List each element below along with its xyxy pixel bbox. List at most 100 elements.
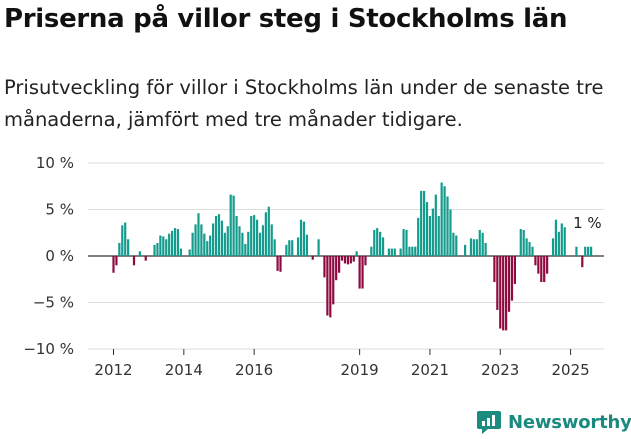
bar (373, 229, 376, 256)
bar (232, 195, 235, 256)
bar (317, 239, 320, 256)
bar (554, 219, 558, 256)
bar (387, 248, 391, 256)
bar (229, 194, 232, 256)
bar (478, 229, 481, 256)
bar (528, 242, 531, 256)
x-tick-label: 2021 (411, 361, 449, 379)
bar (537, 256, 540, 274)
bar (411, 246, 414, 256)
bar (519, 229, 522, 256)
bar (241, 232, 244, 256)
bar (214, 216, 218, 256)
bar (270, 224, 273, 256)
bar (499, 256, 502, 329)
y-tick-label: −10 % (23, 340, 74, 358)
bar (422, 190, 426, 256)
bar (217, 214, 221, 256)
x-tick-label: 2023 (481, 361, 519, 379)
bar (171, 230, 174, 256)
bar (402, 229, 405, 256)
bar (200, 224, 203, 256)
bar (258, 232, 262, 256)
x-tick-label: 2019 (341, 361, 379, 379)
bar (446, 196, 449, 256)
bar (223, 232, 226, 256)
x-axis: 2012 2014 2016 2019 2021 2023 2025 (94, 349, 590, 379)
bar (425, 202, 429, 256)
bar (531, 246, 534, 256)
bar (132, 256, 136, 266)
bar (203, 233, 206, 256)
x-tick-label: 2016 (235, 361, 273, 379)
bar (235, 216, 238, 256)
bar (261, 225, 265, 256)
bar (589, 246, 593, 256)
bar (505, 256, 508, 331)
bar (472, 239, 475, 256)
y-axis: 10 % 5 % 0 % −5 % −10 % (23, 154, 74, 358)
bar (279, 256, 282, 272)
x-tick-label: 2025 (551, 361, 589, 379)
bar (513, 256, 517, 284)
bar (247, 231, 250, 256)
bar (437, 216, 440, 256)
y-tick-label: 10 % (36, 154, 74, 172)
bar (376, 228, 379, 256)
bar (428, 216, 432, 256)
bar (253, 215, 256, 256)
bar (338, 256, 341, 273)
bar (560, 223, 563, 256)
bar (296, 237, 300, 256)
bar (267, 206, 270, 256)
bar (449, 209, 452, 256)
bar (455, 235, 458, 256)
bar (502, 256, 505, 331)
bar (323, 256, 326, 278)
bar (352, 256, 355, 262)
bar (197, 213, 200, 256)
bar (255, 219, 259, 256)
bar (420, 190, 423, 256)
bar (191, 232, 194, 256)
bar (434, 194, 437, 256)
bar (546, 256, 549, 274)
bar (452, 232, 455, 256)
bar (179, 248, 182, 256)
bar (557, 231, 560, 256)
bar (335, 256, 338, 281)
bar (302, 221, 306, 256)
bar (176, 229, 180, 256)
y-tick-label: 0 % (45, 247, 74, 265)
y-tick-label: −5 % (33, 294, 74, 312)
bar (118, 242, 121, 256)
bar (159, 235, 162, 256)
bar (405, 229, 408, 256)
bar (393, 248, 396, 256)
y-tick-label: 5 % (45, 201, 74, 219)
bar (226, 226, 229, 256)
bar (162, 236, 165, 256)
bar (153, 244, 156, 256)
bar (332, 256, 335, 305)
bar (469, 238, 473, 256)
data-label: 1 % (573, 214, 602, 232)
bar (305, 234, 308, 256)
bar (288, 240, 291, 256)
bar (440, 182, 443, 256)
brand-logo: Newsworthy (476, 408, 631, 436)
bar (276, 256, 279, 271)
bar (115, 256, 118, 266)
bar (173, 228, 177, 256)
bar (496, 256, 499, 310)
bar (464, 244, 467, 256)
brand-name: Newsworthy (508, 411, 631, 433)
bar (587, 246, 590, 256)
bar (124, 222, 127, 256)
bar (349, 256, 352, 264)
bar (291, 240, 294, 256)
bar (575, 246, 578, 256)
bar (361, 256, 364, 289)
bar (390, 248, 393, 256)
bar (138, 251, 141, 256)
